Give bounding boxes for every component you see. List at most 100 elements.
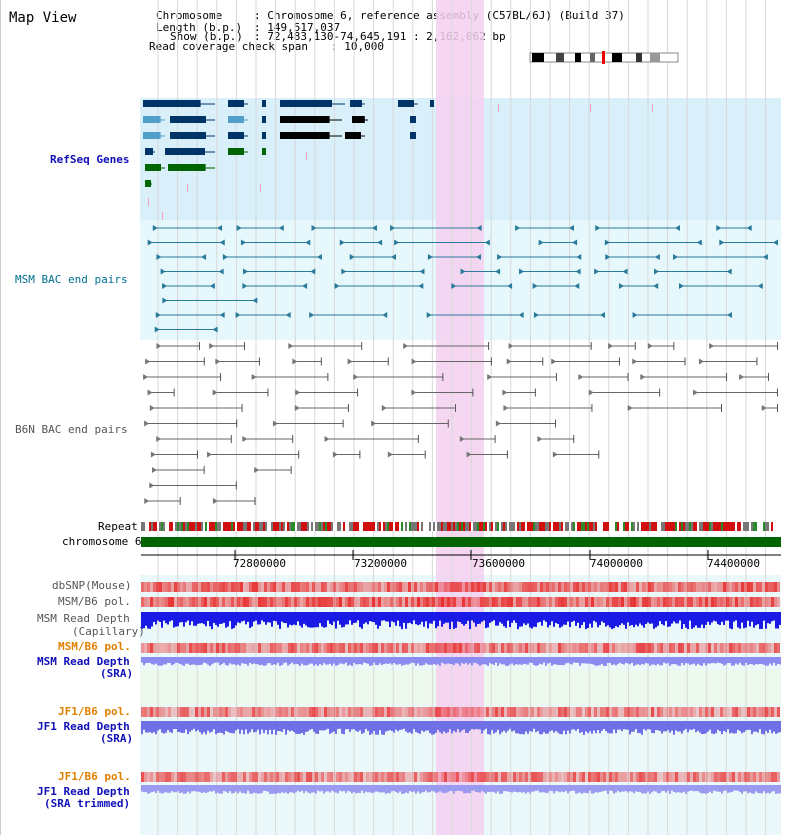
depth-bar xyxy=(555,657,557,665)
depth-bar xyxy=(201,657,203,665)
depth-bar xyxy=(553,721,555,733)
refseq-track-label[interactable]: RefSeq Genes xyxy=(50,153,130,166)
depth-bar xyxy=(147,721,149,733)
depth-bar xyxy=(777,612,779,629)
heat-cell xyxy=(249,582,252,592)
depth-bar xyxy=(413,785,415,792)
gene-exon xyxy=(143,116,161,123)
repeat-segment xyxy=(213,522,215,531)
heat-cell xyxy=(267,597,270,607)
heat-cell xyxy=(153,643,156,653)
repeat-segment xyxy=(663,522,665,531)
depth-bar xyxy=(355,657,357,665)
depth-bar xyxy=(325,721,327,730)
heat-cell xyxy=(639,707,642,717)
depth-bar xyxy=(747,612,749,621)
depth-bar xyxy=(295,657,297,664)
depth-bar xyxy=(331,657,333,666)
heat-cell xyxy=(174,707,177,717)
depth-bar xyxy=(381,657,383,666)
depth-bar xyxy=(737,657,739,665)
repeat-segment xyxy=(767,522,769,531)
heat-cell xyxy=(399,707,402,717)
heat-cell xyxy=(618,772,621,782)
heat-cell xyxy=(240,597,243,607)
repeat-segment xyxy=(529,522,531,531)
depth-bar xyxy=(479,657,481,666)
heat-cell xyxy=(660,643,663,653)
depth-bar xyxy=(655,612,657,628)
heat-cell xyxy=(624,772,627,782)
heat-cell xyxy=(405,772,408,782)
depth-bar xyxy=(661,785,663,792)
heat-cell xyxy=(693,707,696,717)
depth-bar xyxy=(645,721,647,731)
depth-bar xyxy=(251,657,253,665)
depth-bar xyxy=(647,785,649,792)
depth-bar xyxy=(183,612,185,627)
depth-bar xyxy=(693,721,695,729)
heat-cell xyxy=(168,643,171,653)
heat-cell xyxy=(333,643,336,653)
depth-bar xyxy=(257,612,259,625)
depth-bar xyxy=(327,785,329,792)
depth-bar xyxy=(287,657,289,666)
depth-bar xyxy=(305,657,307,666)
depth-bar xyxy=(511,721,513,732)
depth-bar xyxy=(181,721,183,733)
depth-bar xyxy=(303,612,305,624)
depth-bar xyxy=(669,612,671,627)
bac-end xyxy=(476,225,482,231)
heat-cell xyxy=(366,707,369,717)
repeat-segment xyxy=(159,522,161,531)
depth-bar xyxy=(487,612,489,628)
bac-end xyxy=(156,343,162,349)
heat-cell xyxy=(672,772,675,782)
heat-cell xyxy=(330,643,333,653)
gene-exon xyxy=(410,132,416,139)
heat-cell xyxy=(402,772,405,782)
depth-bar xyxy=(667,657,669,664)
b6n-bac-track-label[interactable]: B6N BAC end pairs xyxy=(15,423,128,436)
bac-end xyxy=(292,435,294,443)
heat-cell xyxy=(150,772,153,782)
depth-bar xyxy=(339,785,341,791)
heat-cell xyxy=(489,582,492,592)
heat-cell xyxy=(507,772,510,782)
heat-cell xyxy=(699,643,702,653)
repeat-segment xyxy=(313,522,315,531)
depth-bar xyxy=(279,721,281,732)
heat-cell xyxy=(528,582,531,592)
bac-end xyxy=(739,374,745,380)
depth-bar xyxy=(223,657,225,663)
heat-cell xyxy=(612,707,615,717)
repeat-segment xyxy=(271,522,273,531)
heat-cell xyxy=(252,707,255,717)
depth-bar xyxy=(705,721,707,734)
depth-bar xyxy=(483,612,485,621)
depth-bar xyxy=(731,612,733,630)
depth-bar xyxy=(303,721,305,735)
repeat-segment xyxy=(651,522,653,531)
heat-cell xyxy=(564,597,567,607)
depth-bar xyxy=(445,785,447,793)
depth-bar xyxy=(773,721,775,732)
msm-bac-track-label[interactable]: MSM BAC end pairs xyxy=(15,273,128,286)
heat-cell xyxy=(663,707,666,717)
heat-cell xyxy=(501,597,504,607)
depth-bar xyxy=(387,612,389,622)
depth-bar xyxy=(225,785,227,792)
heat-cell xyxy=(522,772,525,782)
depth-bar xyxy=(561,785,563,792)
depth-bar xyxy=(475,612,477,627)
depth-bar xyxy=(325,612,327,628)
heat-cell xyxy=(246,643,249,653)
depth-bar xyxy=(359,785,361,793)
depth-bar xyxy=(375,612,377,625)
depth-bar xyxy=(683,721,685,731)
heat-cell xyxy=(366,597,369,607)
depth-bar xyxy=(651,657,653,665)
depth-bar xyxy=(217,612,219,627)
repeat-segment xyxy=(285,522,287,531)
